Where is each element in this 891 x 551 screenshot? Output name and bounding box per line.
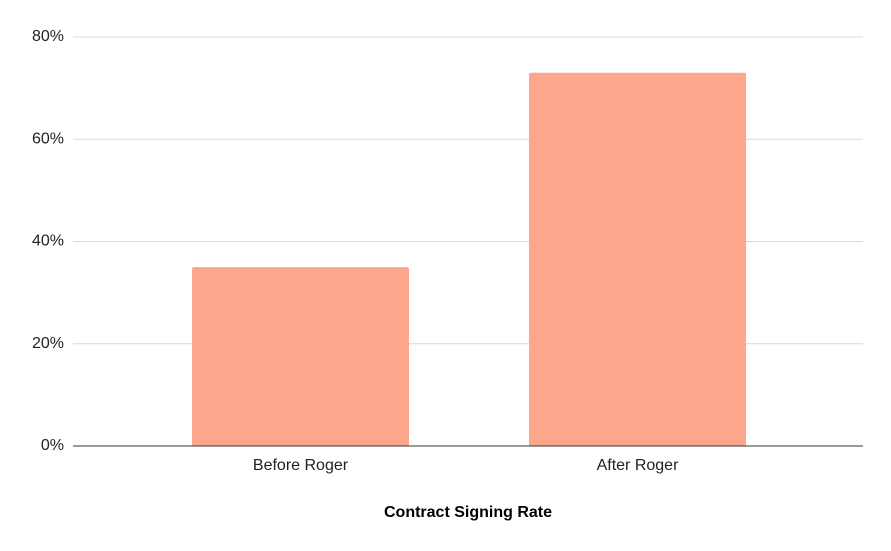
y-tick-label: 80% (32, 28, 64, 45)
x-axis-title: Contract Signing Rate (384, 504, 552, 521)
bar (529, 72, 746, 446)
y-tick-label: 60% (32, 130, 64, 147)
y-tick-label: 0% (41, 437, 64, 454)
x-tick-label: After Roger (597, 457, 679, 474)
y-tick-label: 40% (32, 233, 64, 250)
y-tick-label: 20% (32, 335, 64, 352)
bar (192, 267, 409, 446)
x-tick-label: Before Roger (253, 457, 349, 474)
